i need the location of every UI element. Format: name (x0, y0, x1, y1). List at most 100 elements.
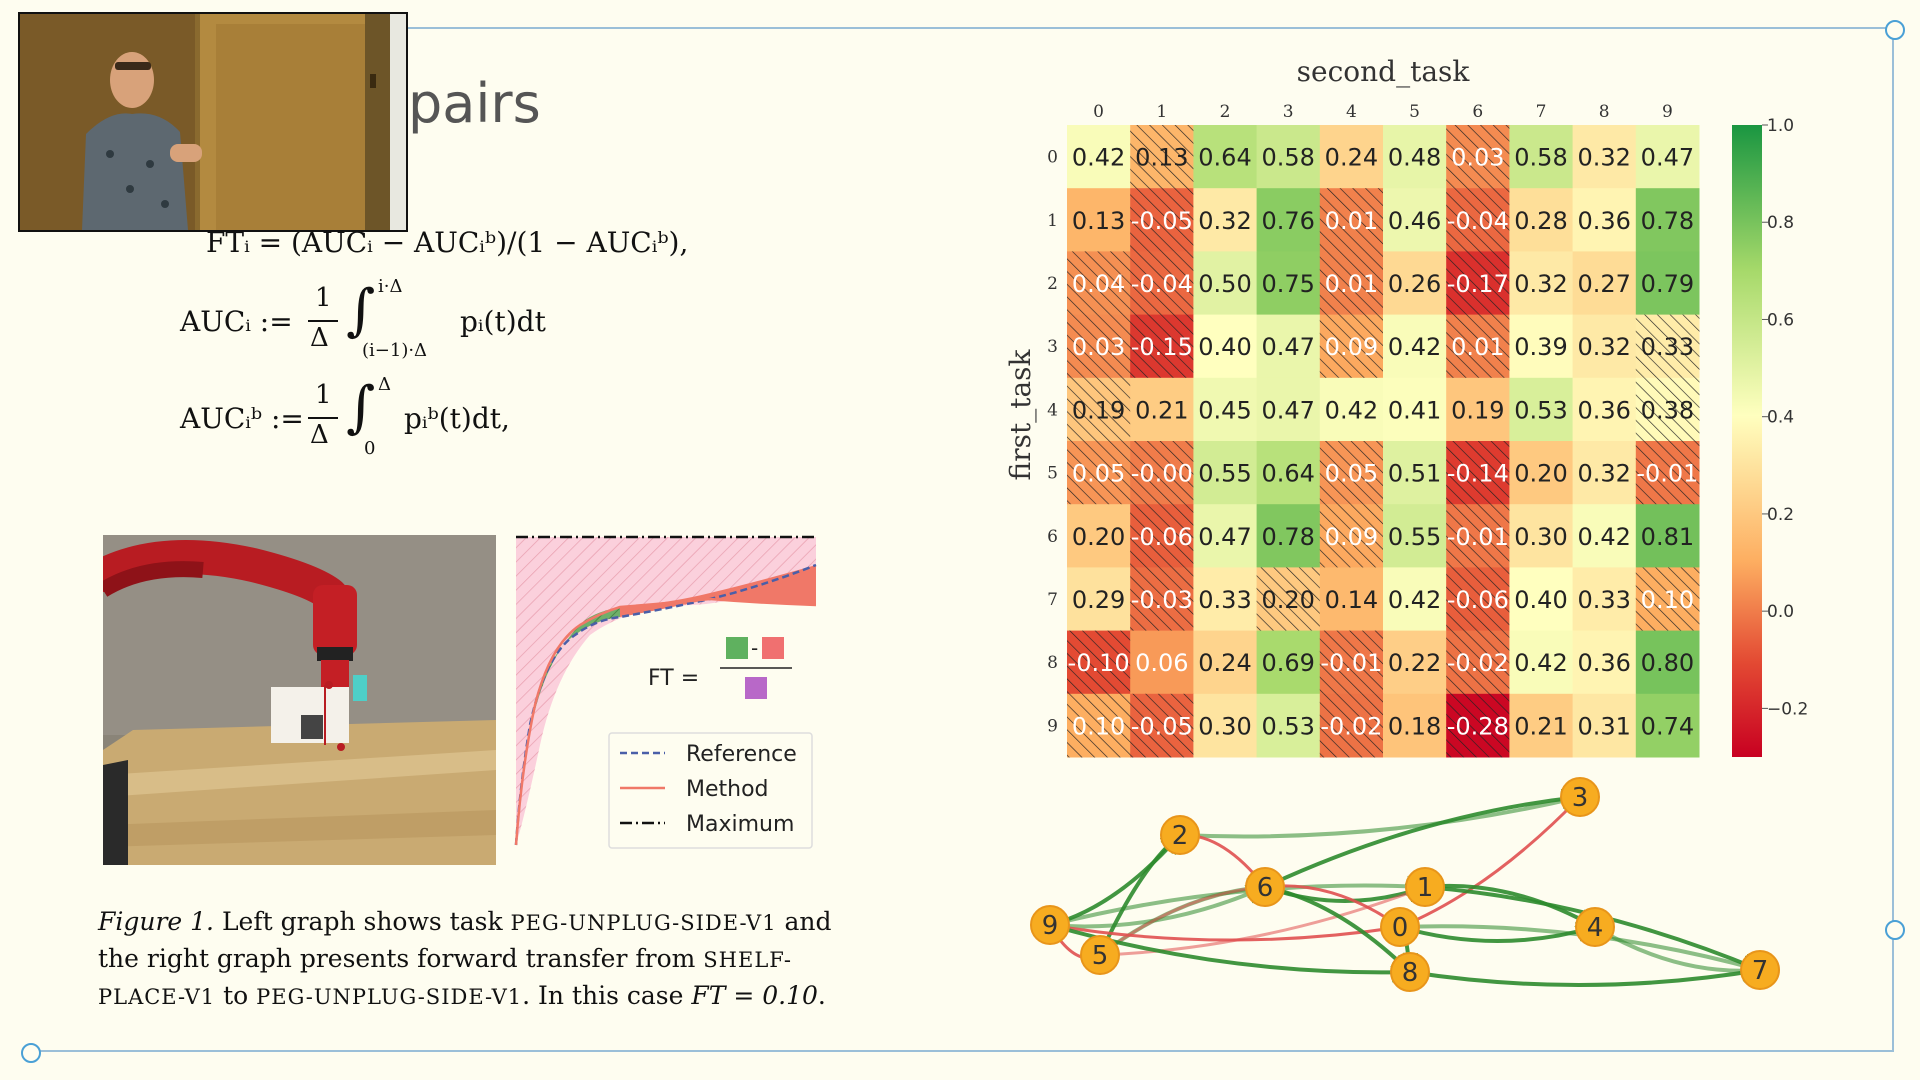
heatmap-cell-label: 0.01 (1325, 207, 1378, 235)
equation-auc-lhs: AUCᵢ := (180, 305, 293, 338)
colorbar-tick-label: 0.8 (1767, 213, 1794, 233)
heatmap-cell-label: 0.47 (1641, 144, 1694, 172)
graph-edge (1409, 963, 1762, 988)
heatmap-cell-label: 0.24 (1198, 649, 1251, 677)
heatmap-cell-hatch (1319, 630, 1384, 695)
equation-aucb-lhs: AUCᵢᵇ := (180, 402, 304, 435)
heatmap-cell-label: 0.01 (1451, 333, 1504, 361)
graph-node (1080, 935, 1120, 975)
heatmap-cell-label: -0.15 (1131, 333, 1193, 361)
heatmap-cell (1256, 314, 1321, 379)
colorbar-tick-label: 0.0 (1767, 602, 1794, 622)
heatmap-cell (1509, 567, 1574, 632)
colorbar-tick-label: 0.2 (1767, 505, 1794, 525)
heatmap-cell-label: 0.19 (1072, 396, 1125, 424)
heatmap-cell-label: 0.53 (1261, 712, 1314, 740)
heatmap-cell-label: 0.06 (1135, 649, 1188, 677)
heatmap-cell (1193, 441, 1258, 505)
heatmap-cell (1383, 377, 1447, 442)
graph-node-label: 8 (1402, 958, 1419, 988)
heatmap-cell-hatch (1067, 251, 1131, 316)
colorbar-tick-label: 0.6 (1767, 310, 1794, 330)
heatmap-cell (1256, 377, 1321, 442)
caption-text-5: . (817, 981, 826, 1010)
heatmap-cell-hatch (1319, 251, 1384, 316)
heatmap-cell-label: 0.36 (1577, 649, 1630, 677)
heatmap-cell-label: 0.10 (1072, 712, 1125, 740)
heatmap-cell-label: 0.47 (1198, 523, 1251, 551)
heatmap-x-tick: 3 (1283, 102, 1294, 122)
heatmap-y-tick: 6 (1047, 527, 1058, 547)
heatmap-cell (1193, 693, 1258, 758)
resize-handle-top-right[interactable] (1885, 20, 1905, 40)
heatmap-cell-hatch (1319, 314, 1384, 379)
heatmap-cell-hatch (1067, 377, 1131, 442)
heatmap-cell-label: 0.40 (1514, 586, 1567, 614)
graph-node (1160, 815, 1200, 855)
graph-node (1380, 907, 1420, 947)
heatmap-cell (1509, 125, 1574, 189)
heatmap-cell-hatch (1067, 630, 1131, 695)
heatmap-cell-label: 0.04 (1072, 270, 1125, 298)
heatmap-cell-hatch (1130, 125, 1194, 189)
heatmap-cell-label: 0.42 (1388, 333, 1441, 361)
graph-edge (1424, 883, 1597, 929)
heatmap-cell-label: 0.79 (1641, 270, 1694, 298)
graph-node-label: 1 (1417, 873, 1434, 903)
heatmap-cell-label: 0.33 (1198, 586, 1251, 614)
heatmap-cell-label: 0.53 (1514, 396, 1567, 424)
heatmap-cell (1383, 188, 1447, 252)
heatmap-cell (1572, 567, 1637, 632)
heatmap-cell-label: 0.21 (1135, 396, 1188, 424)
heatmap-cell-hatch (1130, 441, 1194, 505)
heatmap-cell-label: -0.02 (1320, 712, 1382, 740)
heatmap-x-tick: 8 (1599, 102, 1610, 122)
heatmap-cell (1193, 188, 1258, 252)
heatmap-cell (1446, 377, 1510, 442)
heatmap-cell-label: -0.01 (1447, 523, 1509, 551)
heatmap-cell-hatch (1446, 504, 1510, 568)
heatmap-cell (1383, 504, 1447, 568)
heatmap-cell-hatch (1319, 188, 1384, 252)
heatmap-cell-label: 0.55 (1198, 460, 1251, 488)
graph-node (1560, 777, 1600, 817)
heatmap-cell (1193, 125, 1258, 189)
heatmap-cell-hatch (1446, 251, 1510, 316)
graph-node-label: 7 (1752, 956, 1769, 986)
heatmap-cell-label: 0.41 (1388, 396, 1441, 424)
heatmap-cell-hatch (1256, 567, 1321, 632)
heatmap-cell-hatch (1130, 188, 1194, 252)
heatmap-cell-label: 0.32 (1577, 460, 1630, 488)
graph-node-label: 4 (1587, 913, 1604, 943)
heatmap-cell-label: 0.33 (1641, 333, 1694, 361)
heatmap-y-tick: 3 (1047, 337, 1058, 357)
heatmap-y-tick: 2 (1047, 274, 1058, 294)
resize-handle-right[interactable] (1885, 920, 1905, 940)
resize-handle-bottom-left[interactable] (21, 1043, 41, 1063)
heatmap-cell-label: 0.18 (1388, 712, 1441, 740)
heatmap-cell (1130, 630, 1194, 695)
heatmap-cell-label: -0.14 (1447, 460, 1509, 488)
equation-aucb-frac-bar (308, 417, 338, 419)
heatmap-cell-label: 0.20 (1514, 460, 1567, 488)
heatmap-cell-label: 0.32 (1514, 270, 1567, 298)
graph-node (1740, 950, 1780, 990)
caption-text-1: Left graph shows task (214, 907, 511, 936)
frame-line-right (1892, 27, 1894, 1052)
integral-sign: ∫ (346, 375, 376, 440)
heatmap-cell-label: 0.78 (1641, 207, 1694, 235)
heatmap-cell (1509, 314, 1574, 379)
heatmap-cells: 0.42 0.13 0.64 0.58 0.24 0.48 0.03 0.58 0.32 0.47… (1067, 125, 1700, 758)
equation-aucb-upper: Δ (378, 374, 391, 395)
heatmap-cell-label: 0.36 (1577, 207, 1630, 235)
heatmap-cell (1572, 693, 1637, 758)
heatmap-cell (1383, 314, 1447, 379)
robot-scene (103, 535, 496, 865)
heatmap-cell (1383, 630, 1447, 695)
heatmap-cell-label: -0.00 (1131, 460, 1193, 488)
heatmap-cell-label: 0.32 (1577, 144, 1630, 172)
heatmap-y-title: first_task (1004, 348, 1037, 480)
heatmap-cell (1193, 314, 1258, 379)
heatmap-cell-hatch (1130, 693, 1194, 758)
equation-auc-frac-bar (308, 320, 338, 322)
